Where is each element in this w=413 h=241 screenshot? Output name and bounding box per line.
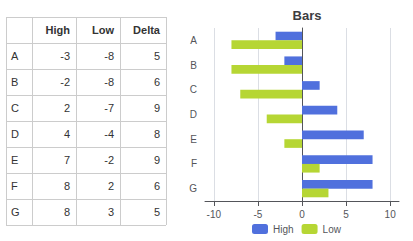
svg-text:6: 6 [154,76,160,88]
svg-text:D: D [11,128,19,140]
svg-text:Delta: Delta [133,24,161,36]
svg-text:5: 5 [154,206,160,218]
svg-text:C: C [190,84,197,95]
svg-text:E: E [11,154,18,166]
svg-text:9: 9 [154,102,160,114]
svg-text:Low: Low [92,24,114,36]
svg-text:D: D [190,109,197,120]
svg-text:6: 6 [154,180,160,192]
svg-text:High: High [273,224,294,235]
svg-text:7: 7 [64,154,70,166]
svg-text:10: 10 [385,209,397,220]
svg-text:F: F [191,158,197,169]
svg-text:High: High [46,24,71,36]
svg-text:-2: -2 [60,76,70,88]
svg-text:-10: -10 [207,209,222,220]
svg-text:-5: -5 [253,209,262,220]
svg-text:8: 8 [64,180,70,192]
svg-text:F: F [11,180,18,192]
svg-text:Low: Low [323,224,342,235]
svg-text:8: 8 [154,128,160,140]
svg-text:-2: -2 [104,154,114,166]
svg-text:-8: -8 [104,76,114,88]
svg-text:-4: -4 [104,128,114,140]
svg-text:2: 2 [108,180,114,192]
svg-text:E: E [190,134,197,145]
svg-text:5: 5 [343,209,349,220]
svg-text:0: 0 [299,209,305,220]
svg-text:A: A [190,35,197,46]
svg-text:8: 8 [64,206,70,218]
svg-text:2: 2 [64,102,70,114]
svg-text:G: G [11,206,20,218]
svg-text:B: B [11,76,18,88]
svg-text:3: 3 [108,206,114,218]
svg-text:-8: -8 [104,50,114,62]
svg-text:Bars: Bars [293,8,322,23]
svg-text:G: G [189,183,197,194]
svg-text:5: 5 [154,50,160,62]
svg-text:C: C [11,102,19,114]
svg-text:-3: -3 [60,50,70,62]
svg-text:A: A [11,50,19,62]
svg-text:9: 9 [154,154,160,166]
svg-text:-7: -7 [104,102,114,114]
svg-text:B: B [190,60,197,71]
svg-text:4: 4 [64,128,70,140]
